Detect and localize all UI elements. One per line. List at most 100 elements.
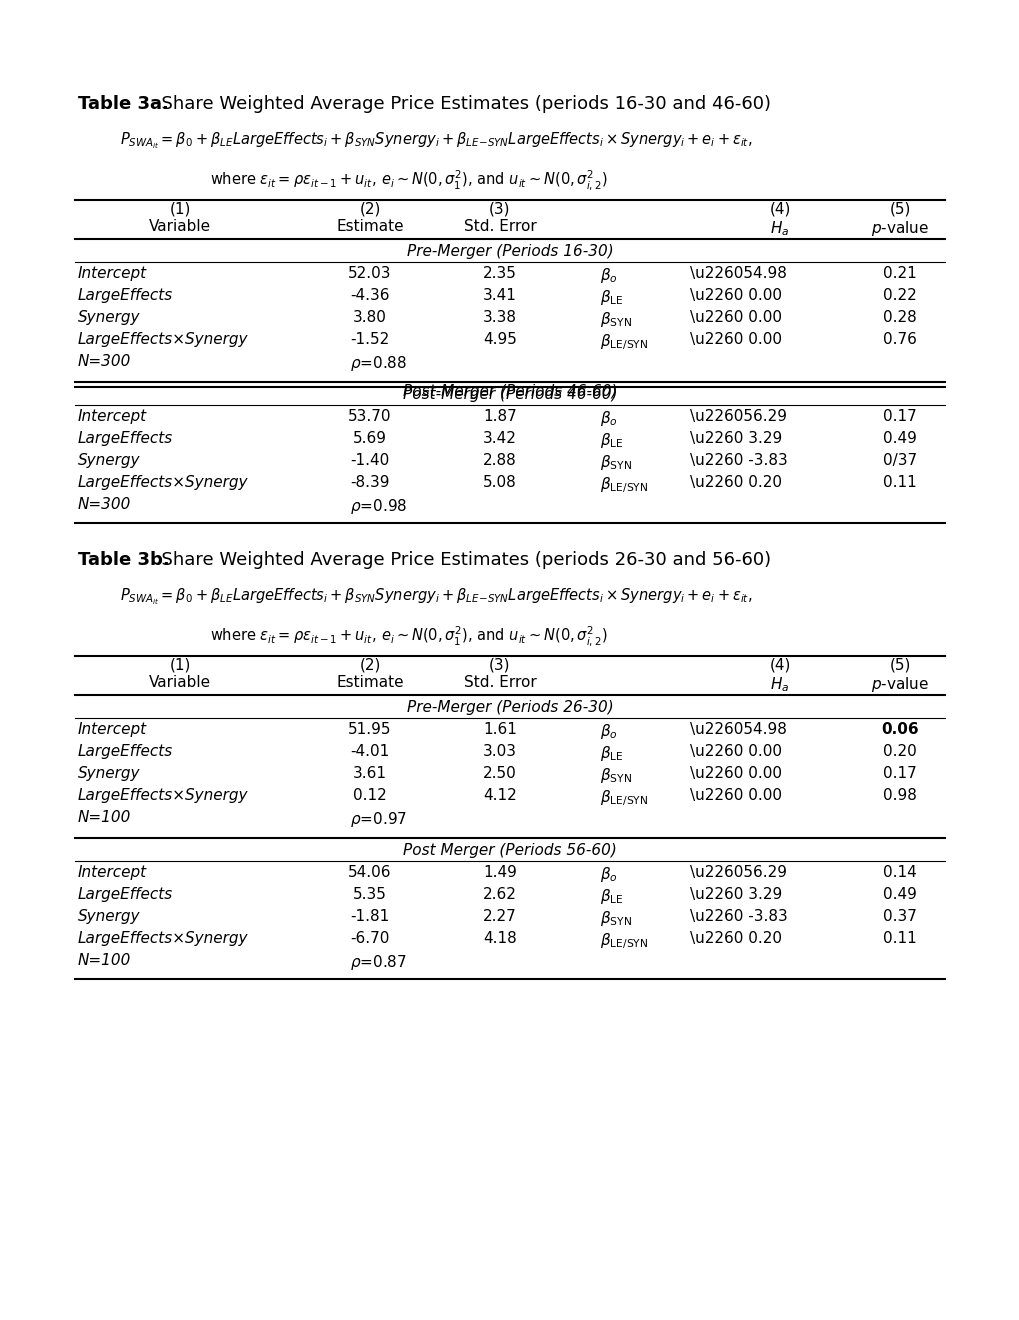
Text: \u2260 0.00: \u2260 0.00	[689, 788, 782, 803]
Text: \u2260 3.29: \u2260 3.29	[689, 432, 782, 446]
Text: Variable: Variable	[149, 219, 211, 234]
Text: $\beta_{\mathrm{LE}}$: $\beta_{\mathrm{LE}}$	[599, 887, 623, 906]
Text: \u2260 -3.83: \u2260 -3.83	[689, 453, 787, 469]
Text: 0.17: 0.17	[882, 766, 916, 781]
Text: \u226056.29: \u226056.29	[689, 865, 787, 880]
Text: \u2260 -3.83: \u2260 -3.83	[689, 909, 787, 924]
Text: \u226056.29: \u226056.29	[689, 409, 787, 424]
Text: 0.21: 0.21	[882, 267, 916, 281]
Text: (4): (4)	[768, 657, 790, 673]
Text: Synergy: Synergy	[77, 909, 141, 924]
Text: 0.49: 0.49	[882, 887, 916, 902]
Text: Variable: Variable	[149, 675, 211, 690]
Text: \u2260 0.00: \u2260 0.00	[689, 744, 782, 759]
Text: \u2260 0.00: \u2260 0.00	[689, 288, 782, 304]
Text: \u2260 0.00: \u2260 0.00	[689, 333, 782, 347]
Text: 0.20: 0.20	[882, 744, 916, 759]
Text: LargeEffects: LargeEffects	[77, 288, 173, 304]
Text: $\beta_o$: $\beta_o$	[599, 865, 618, 884]
Text: (5): (5)	[889, 202, 910, 216]
Text: Synergy: Synergy	[77, 766, 141, 781]
Text: \u2260 0.20: \u2260 0.20	[689, 475, 782, 490]
Text: 3.38: 3.38	[483, 310, 517, 325]
Text: LargeEffects×Synergy: LargeEffects×Synergy	[77, 333, 249, 347]
Text: N=300: N=300	[77, 498, 131, 512]
Text: 0.76: 0.76	[882, 333, 916, 347]
Text: where $\varepsilon_{it} = \rho\varepsilon_{it-1} + u_{it},\, e_i \sim N(0,\sigma: where $\varepsilon_{it} = \rho\varepsilo…	[210, 624, 607, 648]
Text: 52.03: 52.03	[347, 267, 391, 281]
Text: $\beta_{\mathrm{SYN}}$: $\beta_{\mathrm{SYN}}$	[599, 310, 632, 329]
Text: \u226054.98: \u226054.98	[689, 267, 786, 281]
Text: -1.40: -1.40	[351, 453, 389, 469]
Text: 3.41: 3.41	[483, 288, 517, 304]
Text: (2): (2)	[359, 657, 380, 673]
Text: (3): (3)	[489, 202, 511, 216]
Text: $\beta_o$: $\beta_o$	[599, 267, 618, 285]
Text: 4.18: 4.18	[483, 931, 517, 946]
Text: 3.42: 3.42	[483, 432, 517, 446]
Text: Post-Merger (Periods 46-60): Post-Merger (Periods 46-60)	[403, 387, 616, 403]
Text: LargeEffects: LargeEffects	[77, 432, 173, 446]
Text: 2.50: 2.50	[483, 766, 517, 781]
Text: Intercept: Intercept	[77, 267, 147, 281]
Text: -1.52: -1.52	[351, 333, 389, 347]
Text: $\beta_o$: $\beta_o$	[599, 409, 618, 428]
Text: -1.81: -1.81	[351, 909, 389, 924]
Text: $\beta_{\mathrm{LE/SYN}}$: $\beta_{\mathrm{LE/SYN}}$	[599, 788, 647, 808]
Text: 5.08: 5.08	[483, 475, 517, 490]
Text: (5): (5)	[889, 657, 910, 673]
Text: 0.37: 0.37	[882, 909, 916, 924]
Text: 1.61: 1.61	[483, 722, 517, 737]
Text: 1.87: 1.87	[483, 409, 517, 424]
Text: $\rho$=0.87: $\rho$=0.87	[350, 953, 407, 972]
Text: Table 3b.: Table 3b.	[77, 550, 169, 569]
Text: 1.49: 1.49	[483, 865, 517, 880]
Text: Pre-Merger (Periods 26-30): Pre-Merger (Periods 26-30)	[407, 700, 612, 715]
Text: Synergy: Synergy	[77, 310, 141, 325]
Text: 0.17: 0.17	[882, 409, 916, 424]
Text: N=100: N=100	[77, 953, 131, 968]
Text: \u2260 0.00: \u2260 0.00	[689, 766, 782, 781]
Text: \u226054.98: \u226054.98	[689, 722, 786, 737]
Text: $\beta_{\mathrm{LE}}$: $\beta_{\mathrm{LE}}$	[599, 432, 623, 450]
Text: Share Weighted Average Price Estimates (periods 16-30 and 46-60): Share Weighted Average Price Estimates (…	[150, 95, 770, 114]
Text: LargeEffects×Synergy: LargeEffects×Synergy	[77, 788, 249, 803]
Text: \u2260 0.00: \u2260 0.00	[689, 310, 782, 325]
Text: LargeEffects: LargeEffects	[77, 887, 173, 902]
Text: $\beta_{\mathrm{LE}}$: $\beta_{\mathrm{LE}}$	[599, 288, 623, 308]
Text: $\beta_{\mathrm{SYN}}$: $\beta_{\mathrm{SYN}}$	[599, 909, 632, 928]
Text: $H_a$: $H_a$	[769, 219, 789, 238]
Text: -8.39: -8.39	[350, 475, 389, 490]
Text: Estimate: Estimate	[336, 675, 404, 690]
Text: $\beta_{\mathrm{LE/SYN}}$: $\beta_{\mathrm{LE/SYN}}$	[599, 931, 647, 950]
Text: 0.12: 0.12	[353, 788, 386, 803]
Text: (1): (1)	[169, 657, 191, 673]
Text: where $\varepsilon_{it} = \rho\varepsilon_{it-1} + u_{it},\, e_i \sim N(0,\sigma: where $\varepsilon_{it} = \rho\varepsilo…	[210, 168, 607, 191]
Text: 0.28: 0.28	[882, 310, 916, 325]
Text: (1): (1)	[169, 202, 191, 216]
Text: LargeEffects: LargeEffects	[77, 744, 173, 759]
Text: $\beta_{\mathrm{SYN}}$: $\beta_{\mathrm{SYN}}$	[599, 453, 632, 473]
Text: -4.01: -4.01	[351, 744, 389, 759]
Text: 5.35: 5.35	[353, 887, 386, 902]
Text: 0.22: 0.22	[882, 288, 916, 304]
Text: Std. Error: Std. Error	[464, 219, 536, 234]
Text: 0.06: 0.06	[880, 722, 918, 737]
Text: -4.36: -4.36	[350, 288, 389, 304]
Text: Estimate: Estimate	[336, 219, 404, 234]
Text: 0/37: 0/37	[882, 453, 916, 469]
Text: \u2260 0.20: \u2260 0.20	[689, 931, 782, 946]
Text: $\beta_{\mathrm{SYN}}$: $\beta_{\mathrm{SYN}}$	[599, 766, 632, 785]
Text: $\rho$=0.88: $\rho$=0.88	[350, 354, 407, 374]
Text: $\beta_{\mathrm{LE}}$: $\beta_{\mathrm{LE}}$	[599, 744, 623, 763]
Text: -6.70: -6.70	[350, 931, 389, 946]
Text: 0.11: 0.11	[882, 475, 916, 490]
Text: 2.88: 2.88	[483, 453, 517, 469]
Text: 0.14: 0.14	[882, 865, 916, 880]
Text: (4): (4)	[768, 202, 790, 216]
Text: Std. Error: Std. Error	[464, 675, 536, 690]
Text: (3): (3)	[489, 657, 511, 673]
Text: 54.06: 54.06	[347, 865, 391, 880]
Text: 3.80: 3.80	[353, 310, 386, 325]
Text: 2.35: 2.35	[483, 267, 517, 281]
